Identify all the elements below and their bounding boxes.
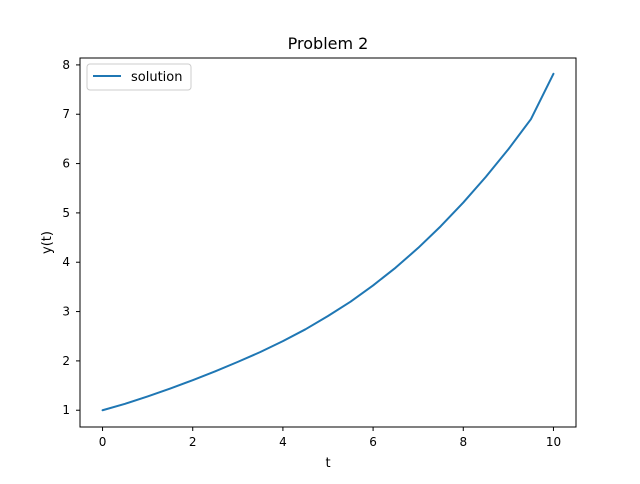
y-tick-label: 4 — [62, 255, 70, 269]
y-tick-label: 5 — [62, 206, 70, 220]
x-tick-label: 2 — [189, 435, 197, 449]
chart-title: Problem 2 — [288, 34, 369, 53]
y-tick-label: 7 — [62, 107, 70, 121]
legend-label-solution: solution — [131, 70, 182, 85]
y-tick-label: 1 — [62, 403, 70, 417]
y-tick-label: 6 — [62, 157, 70, 171]
plot-background — [80, 58, 576, 427]
y-tick-label: 2 — [62, 354, 70, 368]
x-tick-label: 10 — [546, 435, 561, 449]
y-axis-label: y(t) — [40, 231, 55, 254]
legend: solution — [87, 64, 191, 90]
plot-area — [80, 58, 576, 427]
y-tick-label: 8 — [62, 58, 70, 72]
x-tick-label: 0 — [99, 435, 107, 449]
y-tick-label: 3 — [62, 305, 70, 319]
x-tick-label: 8 — [459, 435, 467, 449]
x-axis-label: t — [325, 456, 330, 471]
x-tick-label: 4 — [279, 435, 287, 449]
x-tick-label: 6 — [369, 435, 377, 449]
